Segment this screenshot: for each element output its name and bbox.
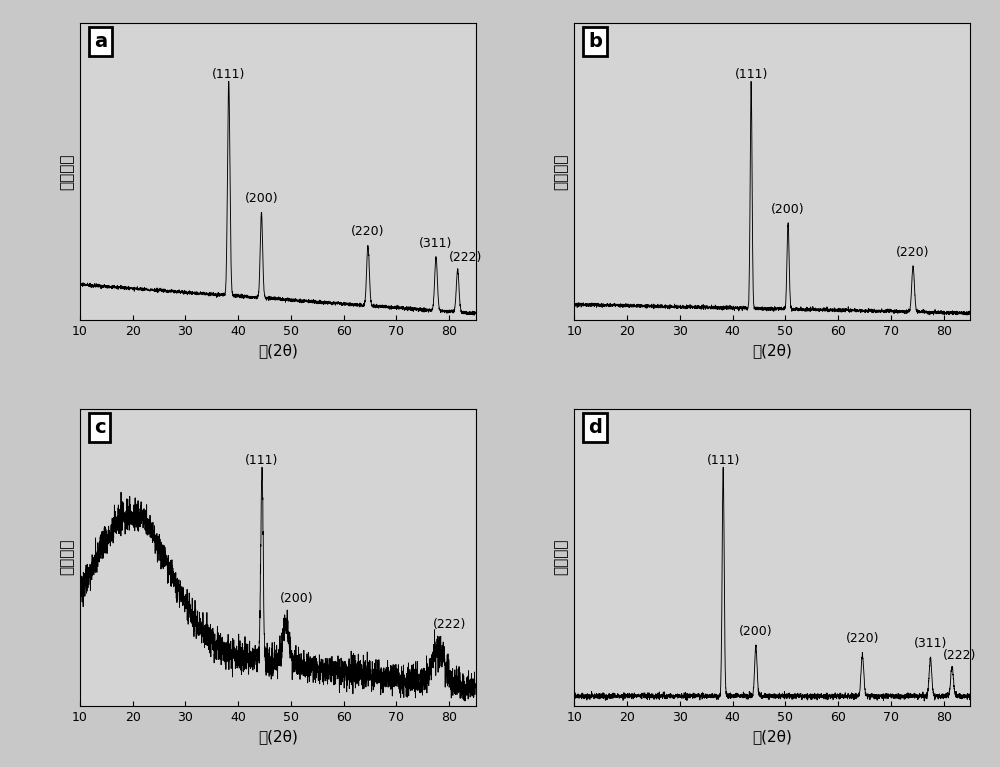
Y-axis label: 相对强度: 相对强度 <box>554 153 569 189</box>
Text: (220): (220) <box>896 245 930 258</box>
Y-axis label: 相对强度: 相对强度 <box>59 539 74 575</box>
Text: (311): (311) <box>914 637 947 650</box>
Text: (111): (111) <box>212 68 245 81</box>
X-axis label: 度(2θ): 度(2θ) <box>752 343 792 358</box>
X-axis label: 度(2θ): 度(2θ) <box>258 729 298 744</box>
Text: (200): (200) <box>279 592 313 605</box>
Text: d: d <box>588 418 602 436</box>
Text: (200): (200) <box>771 202 805 216</box>
Y-axis label: 相对强度: 相对强度 <box>59 153 74 189</box>
Text: (220): (220) <box>351 225 385 239</box>
Text: b: b <box>588 32 602 51</box>
Text: (200): (200) <box>245 193 278 206</box>
Text: (222): (222) <box>449 251 482 264</box>
Text: (222): (222) <box>943 649 977 662</box>
Text: (111): (111) <box>245 454 279 467</box>
Text: a: a <box>94 32 107 51</box>
Text: (111): (111) <box>706 454 740 467</box>
Text: (220): (220) <box>846 632 879 645</box>
X-axis label: 度(2θ): 度(2θ) <box>258 343 298 358</box>
X-axis label: 度(2θ): 度(2θ) <box>752 729 792 744</box>
Y-axis label: 相对强度: 相对强度 <box>554 539 569 575</box>
Text: (111): (111) <box>734 68 768 81</box>
Text: (311): (311) <box>419 236 453 249</box>
Text: (200): (200) <box>739 625 773 638</box>
Text: (222): (222) <box>432 618 466 631</box>
Text: c: c <box>94 418 105 436</box>
